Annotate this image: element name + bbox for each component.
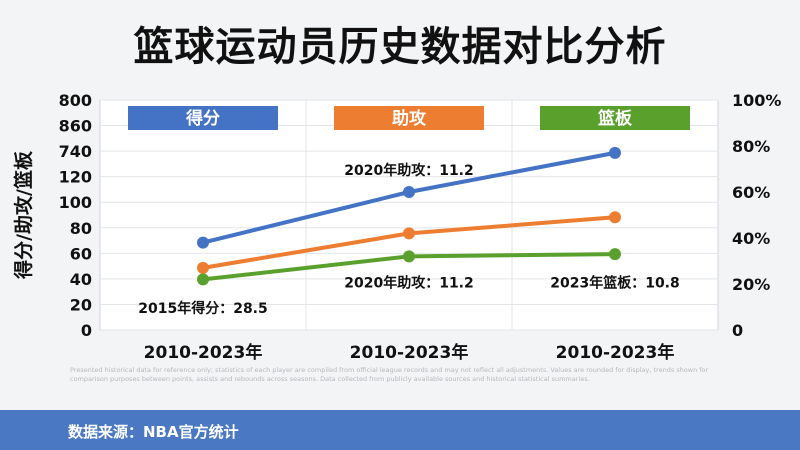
- x-tick-label: 2010-2023年: [144, 342, 263, 363]
- y-tick-label-left: 80: [70, 219, 92, 238]
- legend-swatch: [334, 106, 484, 130]
- y-tick-label-right: 0: [732, 321, 743, 340]
- y-tick-label-left: 860: [59, 117, 92, 136]
- legend-label: 得分: [185, 108, 220, 129]
- x-tick-label: 2010-2023年: [350, 342, 469, 363]
- annotation-label: 2020年助攻：11.2: [344, 162, 474, 179]
- y-tick-label-left: 40: [70, 270, 92, 289]
- y-tick-label-left: 20: [70, 295, 92, 314]
- y-tick-label-right: 80%: [732, 137, 770, 156]
- y-tick-label-right: 40%: [732, 229, 770, 248]
- y-tick-label-right: 100%: [732, 91, 781, 110]
- legend-label: 篮板: [597, 108, 633, 129]
- data-point: [609, 211, 621, 224]
- legend-swatch: [128, 106, 278, 130]
- y-tick-label-left: 120: [59, 168, 92, 187]
- data-point: [609, 248, 621, 261]
- annotation-label: 2020年助攻：11.2: [344, 275, 474, 292]
- data-point: [403, 250, 415, 263]
- plot-area: [99, 99, 719, 331]
- data-point: [197, 273, 209, 286]
- data-point: [403, 186, 415, 198]
- page-title: 篮球运动员历史数据对比分析: [133, 24, 667, 70]
- data-point: [609, 146, 621, 159]
- y-tick-label-left: 60: [70, 244, 92, 263]
- y-tick-label-left: 740: [59, 142, 92, 161]
- x-tick-label: 2010-2023年: [556, 342, 675, 363]
- data-point: [197, 261, 209, 274]
- legend-label: 助攻: [392, 108, 427, 129]
- annotation-label: 2023年篮板：10.8: [550, 275, 680, 292]
- footnote-text: Presented historical data for reference …: [70, 366, 709, 383]
- data-point: [403, 227, 415, 240]
- legend-swatch: [540, 106, 690, 130]
- y-tick-label-left: 800: [59, 91, 92, 110]
- y-tick-label-left: 100: [59, 193, 92, 212]
- y-axis-title: 得分/助攻/篮板: [12, 150, 35, 280]
- annotation-label: 2015年得分：28.5: [138, 300, 268, 317]
- y-tick-label-left: 0: [81, 321, 92, 340]
- y-tick-label-right: 20%: [732, 275, 770, 294]
- data-point: [197, 236, 209, 249]
- y-tick-label-right: 60%: [732, 183, 770, 202]
- data-source-text: 数据来源：NBA官方统计: [68, 423, 239, 441]
- chart: 800 860 740 120 100 80 60 40 20 0 100% 80% 60% 40% 20%…: [12, 91, 781, 363]
- footer-bar: 数据来源：NBA官方统计: [0, 410, 800, 450]
